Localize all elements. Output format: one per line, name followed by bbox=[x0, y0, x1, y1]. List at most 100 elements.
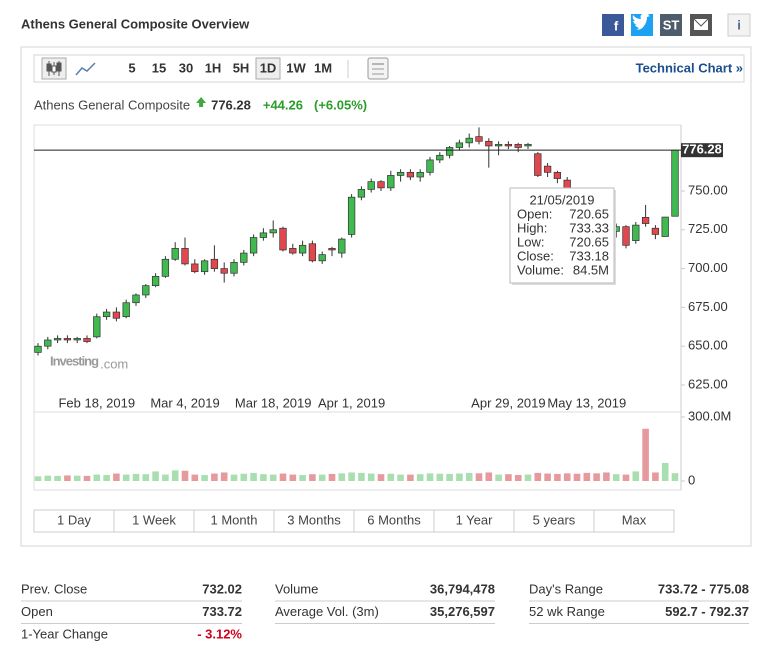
volume-bar bbox=[220, 472, 228, 481]
candle-body bbox=[445, 147, 454, 156]
stat-value: 36,794,478 bbox=[430, 581, 495, 596]
range-button[interactable] bbox=[593, 509, 675, 533]
volume-bar bbox=[142, 474, 150, 481]
candle-body bbox=[661, 216, 669, 237]
range-label: 6 Months bbox=[367, 512, 421, 527]
last-price: 776.28 bbox=[211, 97, 251, 112]
volume-bar bbox=[642, 428, 649, 481]
candle-body bbox=[161, 258, 170, 277]
candle-body bbox=[534, 153, 542, 176]
volume-bar bbox=[103, 475, 110, 481]
candle-body bbox=[318, 254, 326, 262]
toolbar bbox=[33, 54, 745, 83]
facebook-button[interactable] bbox=[602, 14, 624, 36]
tooltip-value: 733.33 bbox=[569, 220, 609, 235]
interval-button[interactable]: 30 bbox=[179, 60, 193, 75]
x-tick-label: Mar 4, 2019 bbox=[150, 395, 219, 410]
candle-body bbox=[142, 285, 150, 296]
candle-body bbox=[112, 311, 121, 319]
interval-button[interactable]: 1D bbox=[260, 60, 277, 75]
tooltip-label: Open: bbox=[517, 206, 552, 221]
interval-button[interactable]: 5 bbox=[128, 60, 135, 75]
x-tick-label: Feb 18, 2019 bbox=[58, 395, 135, 410]
volume-bar bbox=[83, 475, 91, 481]
candle-body bbox=[347, 196, 356, 235]
y-tick-label: 725.00 bbox=[688, 221, 728, 236]
stat-label: Prev. Close bbox=[21, 581, 87, 596]
candle-body bbox=[553, 171, 562, 179]
stocktwits-glyph: ST bbox=[663, 17, 680, 32]
volume-bar bbox=[661, 462, 669, 481]
interval-button[interactable]: 5H bbox=[233, 60, 250, 75]
candle-body bbox=[220, 268, 228, 274]
candle-body bbox=[367, 181, 375, 190]
candle-body bbox=[514, 144, 522, 148]
x-tick-label: Apr 29, 2019 bbox=[471, 395, 545, 410]
volume-bar bbox=[44, 475, 52, 481]
interval-button[interactable]: 1M bbox=[314, 60, 332, 75]
x-tick-label: May 13, 2019 bbox=[547, 395, 626, 410]
candle-icon bbox=[46, 61, 62, 76]
info-button[interactable] bbox=[727, 13, 751, 37]
instrument-name: Athens General Composite bbox=[34, 97, 190, 112]
stat-label: Volume bbox=[275, 581, 318, 596]
tooltip-value: 720.65 bbox=[569, 234, 609, 249]
candle-body bbox=[543, 165, 552, 173]
range-label: 1 Day bbox=[57, 512, 91, 527]
volume-bar bbox=[201, 475, 208, 481]
stat-value: 35,276,597 bbox=[430, 604, 495, 619]
info-glyph: i bbox=[737, 17, 741, 32]
volume-bar bbox=[407, 474, 414, 481]
stat-label: 1-Year Change bbox=[21, 626, 108, 641]
interval-button[interactable]: 1W bbox=[286, 60, 306, 75]
candle-body bbox=[436, 154, 444, 161]
volume-bar bbox=[475, 473, 483, 481]
twitter-bird bbox=[632, 13, 650, 30]
candle-body bbox=[632, 224, 640, 241]
candle-body bbox=[475, 136, 483, 142]
volume-bar bbox=[318, 474, 326, 481]
volume-bar bbox=[456, 473, 463, 481]
volume-bar bbox=[563, 473, 571, 481]
range-label: 1 Week bbox=[132, 512, 176, 527]
line-icon[interactable] bbox=[75, 62, 96, 76]
candle-body bbox=[357, 189, 366, 198]
candle-body bbox=[230, 262, 238, 274]
volume-bar bbox=[524, 474, 532, 481]
volume-bar bbox=[612, 474, 620, 481]
candle-body bbox=[651, 227, 660, 235]
candle-body bbox=[53, 338, 62, 341]
interval-button[interactable]: 15 bbox=[152, 60, 166, 75]
volume-bar bbox=[671, 473, 679, 481]
volume-bar bbox=[377, 474, 385, 481]
candle-body bbox=[396, 171, 405, 176]
candle-body bbox=[181, 248, 189, 265]
range-label: 3 Months bbox=[287, 512, 341, 527]
y-tick-label: 625.00 bbox=[688, 376, 728, 391]
candle-body bbox=[279, 227, 287, 251]
candle-body bbox=[485, 140, 493, 147]
candle-body bbox=[171, 248, 179, 260]
volume-bar bbox=[269, 474, 277, 481]
volume-bar bbox=[348, 472, 355, 481]
volume-bar bbox=[132, 473, 140, 481]
tooltip-value: 720.65 bbox=[569, 206, 609, 221]
candle-body bbox=[93, 316, 101, 338]
candle-body bbox=[465, 137, 473, 144]
volume-bar bbox=[93, 474, 101, 481]
volume-bar bbox=[152, 471, 159, 481]
stocktwits-button[interactable] bbox=[660, 14, 682, 36]
volume-bar bbox=[162, 474, 169, 481]
tooltip-label: Low: bbox=[517, 234, 544, 249]
technical-chart-link[interactable]: Technical Chart » bbox=[636, 60, 743, 75]
volume-bar bbox=[583, 472, 591, 481]
volume-bar bbox=[426, 473, 434, 481]
candle-body bbox=[259, 232, 268, 238]
interval-button[interactable]: 1H bbox=[205, 60, 222, 75]
candle-body bbox=[338, 238, 346, 254]
volume-bar bbox=[622, 474, 630, 481]
candle-body bbox=[416, 171, 424, 178]
candle-body bbox=[328, 248, 336, 251]
candle-body bbox=[504, 144, 513, 147]
